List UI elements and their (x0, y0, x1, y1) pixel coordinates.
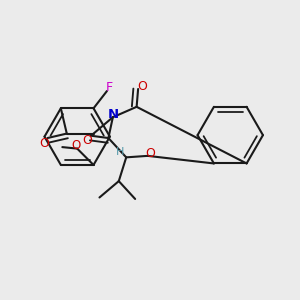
Text: H: H (116, 147, 124, 157)
Text: O: O (137, 80, 147, 93)
Text: F: F (106, 81, 113, 94)
Text: N: N (107, 108, 118, 121)
Text: O: O (39, 137, 49, 150)
Text: O: O (145, 147, 155, 160)
Text: O: O (72, 139, 81, 152)
Text: O: O (82, 134, 92, 147)
